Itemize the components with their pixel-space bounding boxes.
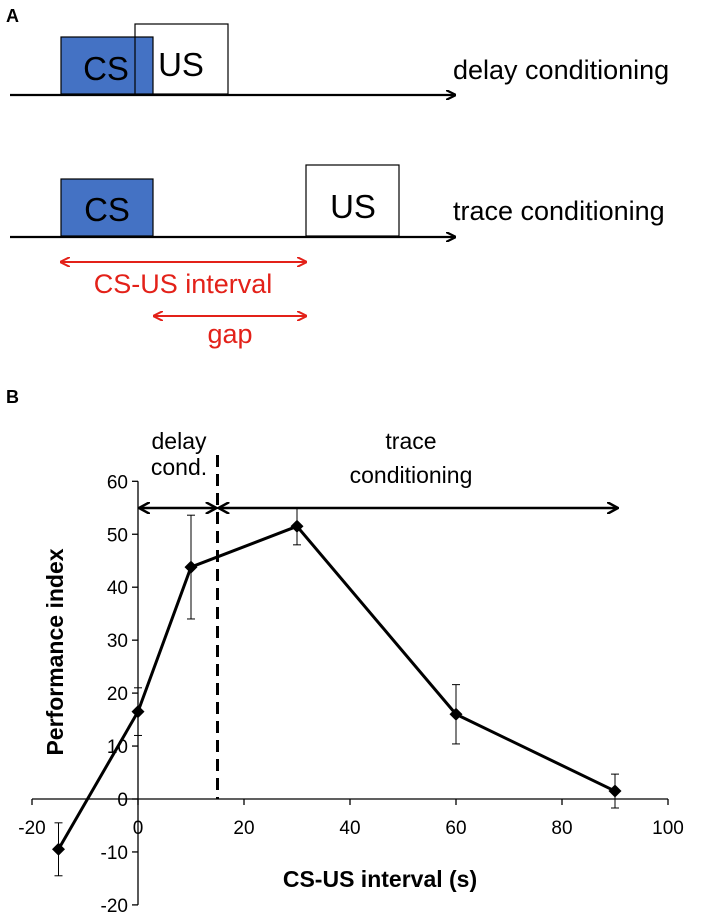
trace-us-label: US <box>330 188 376 225</box>
cs-us-interval-label: CS-US interval <box>94 269 273 299</box>
gap-label: gap <box>207 319 252 349</box>
x-tick-label: 20 <box>233 818 254 839</box>
delay-cs-label: CS <box>83 50 129 87</box>
trace-annotation-line1: trace <box>385 428 436 454</box>
x-tick-label: 40 <box>339 818 360 839</box>
data-point-marker <box>290 519 304 533</box>
delay-conditioning-label: delay conditioning <box>453 55 669 85</box>
trace-us-box <box>305 164 400 237</box>
phase-arrows <box>140 455 617 799</box>
y-tick-label: 40 <box>107 578 128 599</box>
panel-a: A CS US delay conditioning CS US trace c… <box>6 6 669 349</box>
data-point-marker <box>608 784 622 798</box>
chart-plot-area <box>52 507 622 877</box>
x-tick-label: 80 <box>551 818 572 839</box>
x-axis-title: CS-US interval (s) <box>283 866 477 892</box>
trace-cs-label: CS <box>84 191 130 228</box>
delay-annotation-line2: cond. <box>151 454 207 480</box>
y-tick-label: -10 <box>101 843 128 864</box>
trace-cs-box <box>60 178 154 237</box>
series-line <box>57 524 616 851</box>
x-tick-label: 0 <box>133 818 144 839</box>
x-tick-label: 100 <box>652 818 684 839</box>
x-tick-label: -20 <box>18 818 45 839</box>
delay-us-label: US <box>158 46 204 83</box>
delay-annotation-line1: delay <box>152 428 207 454</box>
delay-cs-box <box>60 36 154 95</box>
data-point-marker <box>131 705 145 719</box>
y-tick-label: 0 <box>117 790 128 811</box>
data-point-marker <box>449 707 463 721</box>
y-tick-label: 30 <box>107 631 128 652</box>
panel-b-label: B <box>6 387 19 407</box>
interval-annotations: CS-US interval gap <box>61 262 306 349</box>
delay-timeline: CS US delay conditioning <box>10 23 669 95</box>
data-point-marker <box>52 842 65 856</box>
y-tick-label: 20 <box>107 684 128 705</box>
trace-annotation-line2: conditioning <box>350 462 473 488</box>
y-axis-title: Performance index <box>42 548 68 755</box>
trace-conditioning-label: trace conditioning <box>453 196 665 226</box>
y-tick-label: -20 <box>101 896 128 917</box>
data-point-marker <box>184 560 198 574</box>
x-tick-label: 60 <box>445 818 466 839</box>
panel-b: B delay cond. trace conditioning -20 0 20 4… <box>6 387 684 917</box>
y-tick-label: 60 <box>107 472 128 493</box>
trace-timeline: CS US trace conditioning <box>10 164 665 237</box>
y-tick-label: 50 <box>107 525 128 546</box>
panel-a-label: A <box>6 6 19 26</box>
